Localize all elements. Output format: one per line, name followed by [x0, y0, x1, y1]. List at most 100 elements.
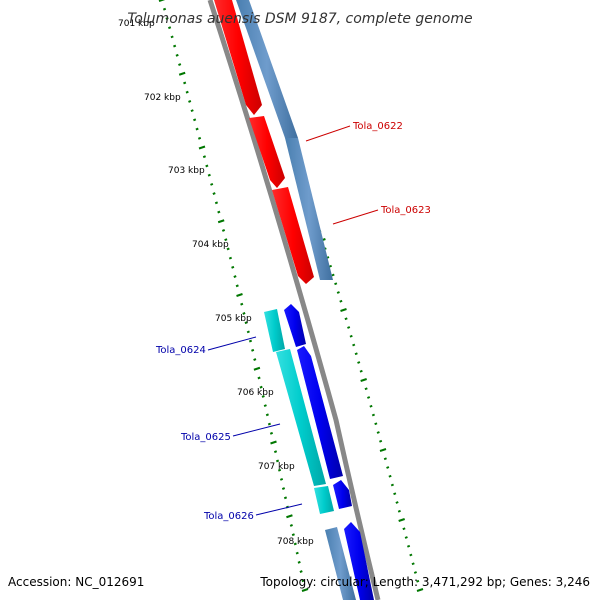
gene-blue-4: [344, 522, 374, 600]
ruler-major-tick: [270, 440, 277, 445]
ruler-minor-tick: [263, 404, 267, 408]
ruler-minor-tick: [242, 312, 246, 315]
gene-steelblue-1: [236, 0, 298, 138]
ruler-minor-tick: [383, 457, 387, 461]
ruler-minor-tick: [357, 361, 361, 364]
gene-label-leaders: [207, 125, 379, 516]
gene-label-tola-0626[interactable]: Tola_0626: [203, 511, 254, 522]
gene-blue-2: [297, 346, 343, 479]
ruler-minor-tick: [411, 562, 415, 566]
ruler-minor-tick: [167, 26, 172, 30]
gene-red-3: [272, 187, 314, 284]
ruler-minor-tick: [336, 291, 340, 294]
ruler-minor-tick: [235, 284, 239, 288]
ruler-minor-tick: [299, 570, 303, 573]
ruler-minor-tick: [352, 343, 356, 347]
gene-blue-3: [333, 480, 352, 509]
ruler-minor-tick: [212, 192, 216, 196]
ruler-minor-tick: [207, 173, 211, 177]
ruler-minor-tick: [240, 302, 244, 306]
accession-text: Accession: NC_012691: [8, 575, 144, 589]
ruler-minor-tick: [185, 90, 189, 94]
ruler-minor-tick: [197, 136, 202, 140]
ruler-track-inner: [158, 0, 309, 592]
ruler-minor-tick: [226, 247, 230, 251]
ruler-minor-tick: [217, 210, 221, 214]
ruler-minor-tick: [416, 579, 420, 583]
ruler-major-tick: [286, 514, 293, 519]
ruler-minor-tick: [371, 413, 376, 417]
ruler-minor-tick: [257, 376, 261, 380]
ruler-minor-tick: [297, 560, 301, 564]
ruler-minor-tick: [281, 487, 286, 491]
ruler-major-tick: [178, 71, 186, 76]
gene-cyan-2: [276, 349, 326, 486]
ruler-minor-tick: [195, 127, 199, 131]
ruler-minor-tick: [406, 544, 411, 548]
kbp-label-705: 705 kbp: [215, 314, 252, 324]
ruler-major-tick: [236, 293, 243, 297]
ruler-minor-tick: [246, 330, 250, 334]
genome-summary-text: Topology: circular; Length: 3,471,292 bp…: [259, 575, 590, 589]
ruler-minor-tick: [210, 182, 214, 186]
ruler-minor-tick: [265, 413, 269, 417]
kbp-label-708: 708 kbp: [277, 537, 314, 547]
gene-blue-1: [284, 304, 306, 347]
gene-label-tola-0625[interactable]: Tola_0625: [180, 432, 231, 443]
ruler-minor-tick: [279, 477, 284, 481]
ruler-minor-tick: [267, 422, 272, 426]
ruler-minor-tick: [369, 404, 373, 408]
ruler-minor-tick: [301, 579, 305, 583]
ruler-minor-tick: [374, 422, 378, 426]
ruler-minor-tick: [261, 394, 265, 398]
ruler-minor-tick: [188, 99, 192, 103]
ruler-minor-tick: [275, 459, 280, 463]
ruler-minor-tick: [393, 492, 397, 496]
ruler-minor-tick: [175, 53, 179, 57]
gene-label-tola-0622[interactable]: Tola_0622: [352, 121, 403, 132]
ruler-minor-tick: [413, 571, 418, 574]
gene-steelblue-3: [325, 527, 356, 600]
ruler-minor-tick: [349, 334, 353, 338]
ruler-minor-tick: [364, 387, 368, 391]
ruler-major-tick: [158, 0, 166, 2]
kbp-label-704: 704 kbp: [192, 240, 229, 250]
ruler-minor-tick: [173, 44, 177, 48]
ruler-minor-tick: [205, 164, 209, 168]
gene-label-tola-0623[interactable]: Tola_0623: [380, 205, 431, 216]
ruler-minor-tick: [291, 533, 295, 537]
ruler-major-tick: [416, 588, 424, 592]
kbp-label-707: 707 kbp: [258, 462, 295, 472]
kbp-label-706: 706 kbp: [237, 388, 274, 398]
ruler-major-tick: [198, 145, 206, 150]
leader-tola-0626: [255, 503, 303, 516]
ruler-minor-tick: [379, 439, 383, 443]
ruler-minor-tick: [244, 321, 248, 325]
gene-cyan-3: [314, 486, 334, 514]
ruler-minor-tick: [170, 35, 174, 39]
ruler-minor-tick: [259, 385, 263, 389]
gene-label-tola-0624[interactable]: Tola_0624: [155, 345, 206, 356]
ruler-minor-tick: [295, 551, 299, 555]
kbp-label-701: 701 kbp: [118, 19, 155, 29]
map-title: Tolumonas auensis DSM 9187, complete gen…: [127, 11, 472, 27]
ruler-minor-tick: [390, 483, 394, 487]
ruler-minor-tick: [402, 527, 406, 531]
ruler-minor-tick: [269, 431, 274, 435]
ruler-major-tick: [301, 588, 309, 592]
kbp-label-702: 702 kbp: [144, 93, 181, 103]
ruler-minor-tick: [339, 299, 343, 303]
ruler-major-tick: [253, 366, 261, 371]
ruler-minor-tick: [224, 238, 228, 242]
ruler-minor-tick: [202, 155, 207, 159]
ruler-minor-tick: [289, 524, 293, 527]
ruler-minor-tick: [386, 466, 390, 469]
ruler-minor-tick: [273, 450, 278, 454]
leader-tola-0622: [305, 125, 351, 142]
ruler-minor-tick: [162, 7, 167, 11]
ruler-major-tick: [340, 308, 347, 312]
ruler-minor-tick: [354, 352, 358, 356]
gene-steelblue-2: [285, 138, 333, 280]
ruler-minor-tick: [388, 474, 392, 478]
